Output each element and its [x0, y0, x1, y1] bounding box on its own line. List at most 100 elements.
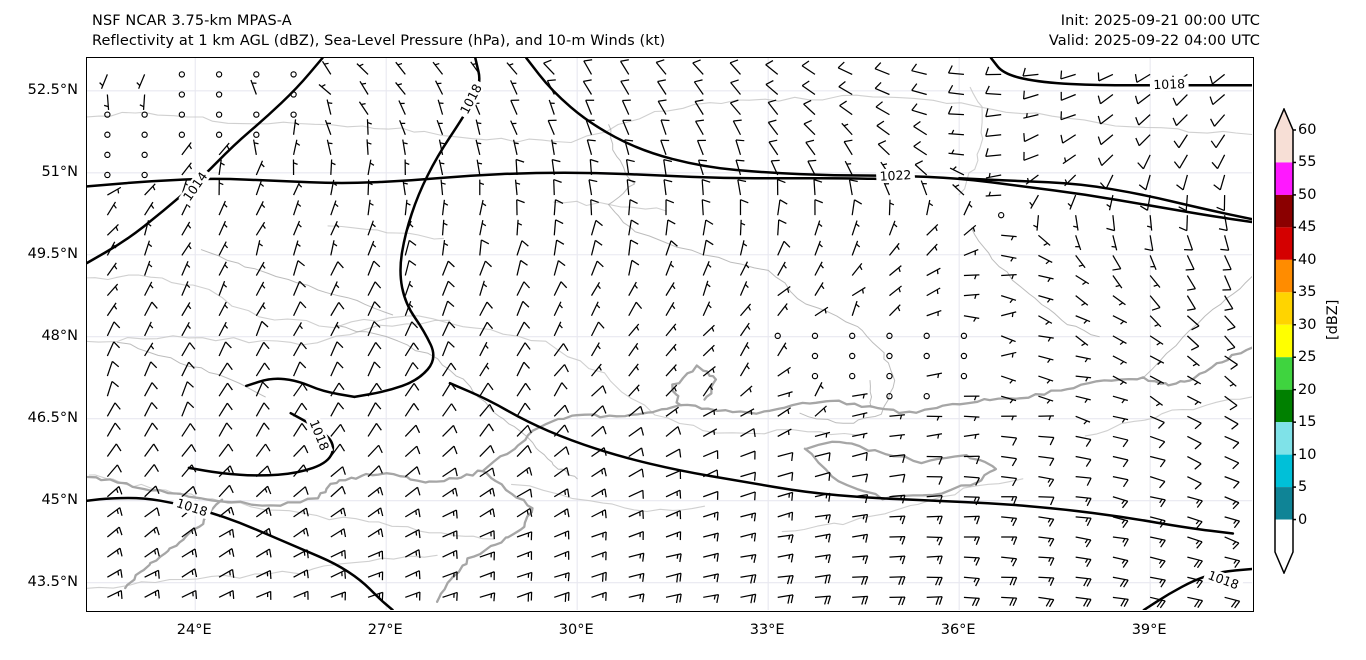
- wind-barb: [1134, 94, 1151, 105]
- wind-barb: [104, 171, 111, 179]
- wind-barb: [367, 260, 381, 276]
- barb-half-5kt: [745, 264, 750, 269]
- barb-full-10kt: [492, 488, 496, 497]
- barb-full-10kt: [814, 199, 823, 204]
- barb-staff: [142, 94, 146, 111]
- barb-staff: [591, 509, 606, 518]
- barb-staff: [1219, 174, 1226, 191]
- barb-staff: [926, 287, 941, 297]
- colorbar-band: [1275, 487, 1293, 520]
- wind-barb: [1000, 295, 1017, 304]
- barb-staff: [516, 240, 523, 256]
- wind-barb: [877, 140, 890, 156]
- barb-half-5kt: [1011, 415, 1014, 421]
- barb-staff: [326, 139, 332, 155]
- barb-staff: [553, 508, 568, 518]
- wind-barb: [1000, 335, 1016, 344]
- barb-staff: [852, 595, 868, 598]
- barb-full-10kt: [547, 79, 556, 82]
- barb-staff: [100, 74, 108, 89]
- wind-barb: [1023, 113, 1039, 119]
- wind-barb: [330, 281, 340, 296]
- barb-staff: [591, 551, 607, 558]
- barb-staff: [553, 488, 568, 498]
- wind-barb: [1149, 596, 1166, 609]
- pressure-contour-layer: [87, 58, 1252, 610]
- barb-half-5kt: [372, 243, 377, 248]
- wind-barb: [777, 219, 787, 236]
- lon-tick-label: 24°E: [176, 622, 212, 638]
- barb-full-10kt: [874, 62, 882, 70]
- barb-full-10kt: [839, 100, 847, 107]
- barb-full-10kt: [1060, 134, 1064, 144]
- barb-staff: [516, 260, 522, 276]
- barb-half-5kt: [116, 509, 119, 515]
- wind-barb: [516, 300, 530, 316]
- barb-staff: [330, 321, 339, 337]
- barb-staff: [516, 424, 529, 437]
- wind-barb: [516, 445, 532, 457]
- wind-barb: [739, 240, 748, 256]
- wind-barb: [367, 402, 382, 417]
- wind-barb: [367, 486, 384, 498]
- wind-barb: [553, 446, 570, 458]
- barb-staff: [181, 381, 188, 397]
- barb-staff: [1061, 93, 1076, 101]
- barb-half-5kt: [974, 274, 977, 280]
- wind-barb: [838, 81, 853, 96]
- colorbar-band: [1275, 519, 1293, 552]
- barb-half-5kt: [818, 243, 823, 248]
- wind-barb: [144, 281, 154, 296]
- wind-barb: [404, 445, 421, 457]
- barb-staff: [404, 321, 413, 337]
- wind-barb: [914, 160, 928, 176]
- barb-full-10kt: [188, 361, 195, 369]
- barb-full-10kt: [341, 486, 346, 495]
- wind-barb: [740, 408, 755, 417]
- wind-barb: [814, 306, 829, 317]
- wind-barb: [851, 300, 860, 316]
- barb-staff: [330, 402, 339, 417]
- barb-half-5kt: [825, 515, 828, 520]
- wind-barb: [777, 553, 794, 563]
- barb-full-10kt: [524, 342, 531, 350]
- barb-staff: [441, 300, 449, 316]
- barb-half-5kt: [673, 346, 677, 351]
- barb-full-10kt: [558, 260, 566, 267]
- barb-staff: [701, 199, 704, 216]
- barb-half-5kt: [601, 490, 604, 496]
- barb-half-5kt: [367, 142, 372, 145]
- barb-full-10kt: [1122, 439, 1129, 448]
- wind-barb: [1224, 455, 1240, 470]
- wind-barb: [926, 415, 943, 421]
- barb-staff: [479, 571, 495, 578]
- barb-full-10kt: [338, 302, 345, 310]
- barb-half-5kt: [1029, 201, 1033, 207]
- barb-staff: [318, 84, 332, 95]
- barb-full-10kt: [679, 573, 682, 582]
- wind-barb: [1224, 536, 1240, 550]
- wind-barb: [255, 341, 270, 357]
- barb-half-5kt: [367, 121, 372, 125]
- river-line: [116, 341, 266, 398]
- barb-staff: [740, 491, 756, 498]
- barb-staff: [324, 119, 332, 135]
- barb-staff: [740, 554, 756, 558]
- wind-barb: [330, 423, 346, 437]
- barb-full-10kt: [1234, 560, 1241, 569]
- wind-barb: [1075, 415, 1091, 425]
- reflectivity-colorbar[interactable]: [1272, 107, 1299, 575]
- wind-barb: [1075, 455, 1092, 467]
- barb-staff: [404, 342, 415, 357]
- map-plot-area[interactable]: 1014 1018 1018 1022 1018 1018 1018: [86, 57, 1254, 612]
- calm-wind-circle: [104, 131, 111, 138]
- wind-barb: [292, 240, 301, 256]
- wind-barb: [256, 590, 272, 600]
- barb-full-10kt: [413, 383, 420, 391]
- barb-full-10kt: [231, 569, 235, 578]
- barb-staff: [739, 281, 748, 296]
- barb-half-5kt: [1046, 379, 1051, 384]
- barb-half-5kt: [113, 305, 118, 310]
- barb-staff: [1000, 335, 1016, 343]
- wind-barb: [215, 71, 223, 78]
